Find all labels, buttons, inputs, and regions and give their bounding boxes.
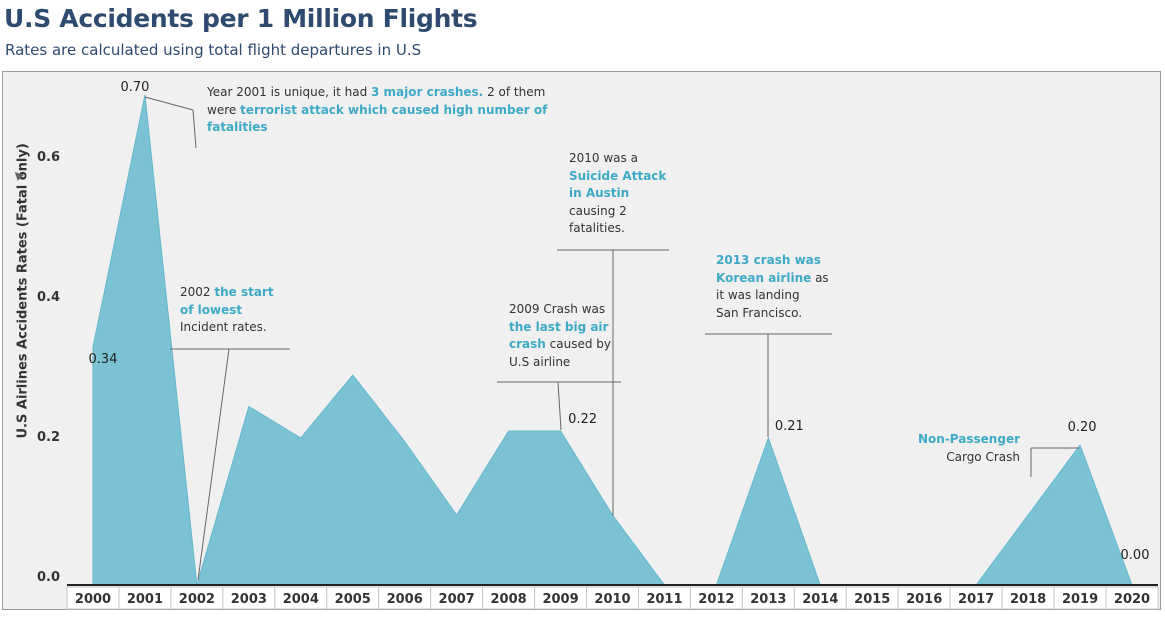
data-label: 0.00: [1121, 548, 1150, 563]
data-label: 0.22: [568, 412, 597, 427]
annotation-text: causing 2: [569, 203, 627, 218]
annotation-leader-line: [144, 96, 194, 111]
x-tick-label: 2020: [1114, 592, 1150, 607]
x-tick-label: 2009: [542, 592, 578, 607]
y-tick-label: 0.2: [37, 430, 60, 445]
x-tick-label: 2014: [802, 592, 838, 607]
annotation-text: 2002: [180, 285, 215, 299]
x-tick-label: 2018: [1010, 592, 1046, 607]
annotation-leader-line: [192, 109, 197, 149]
annotation-highlight-text: 3 major crashes.: [371, 85, 484, 99]
annotation-a2002: 2002 the start of lowest Incident rates.: [180, 284, 274, 337]
annotation-leader-line: [197, 348, 230, 581]
annotation-leader-line: [557, 381, 562, 431]
x-tick-label: 2007: [439, 592, 475, 607]
annotation-text: as: [811, 270, 829, 285]
y-tick-label: 0.4: [37, 290, 60, 305]
annotation-text: caused by: [545, 337, 611, 351]
annotation-text: Incident rates.: [180, 320, 267, 334]
x-tick-label: 2001: [127, 592, 163, 607]
annotation-a2010: 2010 was a Suicide Attack in Austin causing…: [569, 150, 666, 238]
x-tick-label: 2002: [179, 592, 215, 607]
data-label: 0.34: [89, 352, 118, 367]
data-label: 0.70: [120, 80, 149, 95]
annotation-text: it was landing: [716, 288, 800, 302]
annotation-text: were: [207, 102, 241, 117]
annotation-text: 2009 Crash was: [509, 302, 606, 316]
annotation-highlight-text: fatalities: [207, 120, 268, 134]
x-category-cell: [1105, 586, 1159, 610]
y-tick-label: 0.0: [37, 570, 60, 585]
data-label: 0.21: [775, 419, 804, 434]
data-label: 0.20: [1068, 420, 1097, 435]
x-tick-label: 2011: [646, 592, 682, 607]
annotation-highlight-text: the last big air: [509, 319, 609, 334]
annotation-a2013: 2013 crash was Korean airline as it was la…: [716, 252, 829, 322]
x-tick-label: 2005: [335, 592, 371, 607]
x-tick-label: 2015: [854, 592, 890, 607]
annotation-highlight-text: in Austin: [569, 186, 630, 200]
x-tick-label: 2010: [594, 592, 630, 607]
y-axis-label: U.S Airlines Accidents Rates (Fatal only…: [15, 143, 31, 439]
annotation-text: Cargo Crash: [946, 449, 1020, 464]
annotation-highlight-text: terrorist attack which caused high numbe…: [240, 102, 548, 117]
annotation-text: San Francisco.: [716, 305, 803, 320]
annotation-highlight-text: the start: [214, 285, 274, 299]
annotation-a2009: 2009 Crash was the last big air crash caus…: [509, 301, 611, 371]
annotation-text: 2010 was a: [569, 151, 638, 165]
x-tick-label: 2006: [387, 592, 423, 607]
x-tick-label: 2019: [1062, 592, 1098, 607]
x-tick-label: 2017: [958, 592, 994, 607]
annotation-a2019: Non-Passenger Cargo Crash: [900, 431, 1020, 466]
annotation-text: Year 2001 is unique, it had: [207, 85, 371, 99]
y-tick-label: 0.6: [37, 150, 60, 165]
x-tick-label: 2008: [491, 592, 527, 607]
annotation-highlight-text: Korean airline: [716, 270, 812, 285]
annotation-highlight-text: Suicide Attack: [569, 168, 667, 183]
x-tick-label: 2000: [75, 592, 111, 607]
annotation-highlight-text: of lowest: [180, 302, 243, 317]
annotation-highlight-text: crash: [509, 337, 546, 351]
x-tick-label: 2012: [698, 592, 734, 607]
chart-title: U.S Accidents per 1 Million Flights: [4, 4, 478, 33]
annotation-a2001: Year 2001 is unique, it had 3 major cras…: [207, 84, 547, 137]
x-tick-label: 2004: [283, 592, 319, 607]
annotation-highlight-text: Non-Passenger: [918, 432, 1020, 446]
x-tick-label: 2013: [750, 592, 786, 607]
x-tick-label: 2016: [906, 592, 942, 607]
annotation-text: fatalities.: [569, 221, 625, 235]
x-tick-label: 2003: [231, 592, 267, 607]
annotation-text: 2 of them: [483, 85, 546, 99]
chart-subtitle: Rates are calculated using total flight …: [5, 41, 422, 59]
annotation-text: U.S airline: [509, 354, 571, 369]
annotation-highlight-text: 2013 crash was: [716, 253, 821, 267]
